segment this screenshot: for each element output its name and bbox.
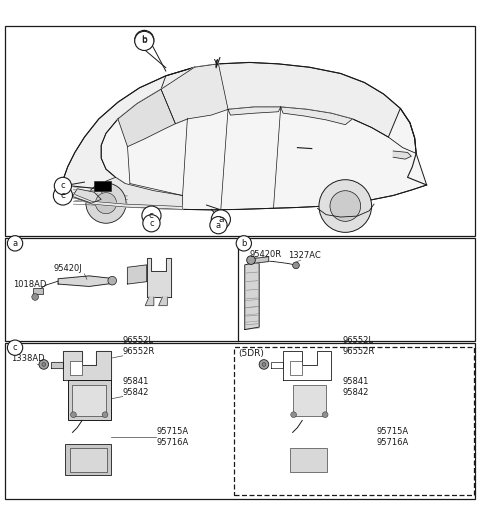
Text: a: a: [12, 239, 18, 248]
Polygon shape: [147, 258, 170, 297]
Polygon shape: [101, 177, 182, 209]
Text: b: b: [142, 36, 147, 45]
Circle shape: [211, 210, 230, 229]
Text: a: a: [216, 220, 221, 229]
Circle shape: [210, 216, 227, 234]
FancyBboxPatch shape: [70, 448, 107, 471]
Text: 1018AD: 1018AD: [12, 280, 46, 289]
Polygon shape: [283, 351, 331, 380]
Polygon shape: [118, 89, 175, 146]
Circle shape: [71, 412, 76, 417]
Circle shape: [293, 262, 300, 269]
Circle shape: [259, 360, 269, 369]
Text: 1338AD: 1338AD: [11, 354, 45, 363]
Text: 95841
95842: 95841 95842: [123, 377, 149, 396]
Polygon shape: [158, 297, 167, 306]
Circle shape: [319, 180, 372, 233]
Polygon shape: [92, 89, 427, 210]
Text: 96552L
96552R: 96552L 96552R: [343, 337, 375, 356]
Circle shape: [53, 186, 72, 205]
Polygon shape: [128, 265, 147, 284]
FancyBboxPatch shape: [288, 380, 331, 421]
Text: c: c: [149, 219, 154, 228]
Circle shape: [143, 215, 160, 232]
FancyBboxPatch shape: [286, 444, 331, 476]
Circle shape: [142, 206, 161, 225]
Polygon shape: [51, 362, 63, 368]
Text: a: a: [218, 215, 224, 224]
Circle shape: [7, 236, 23, 251]
Text: (5DR): (5DR): [238, 349, 264, 358]
FancyBboxPatch shape: [4, 343, 476, 499]
Polygon shape: [271, 362, 283, 368]
Circle shape: [7, 340, 23, 355]
Polygon shape: [72, 189, 101, 203]
Text: c: c: [149, 211, 154, 220]
Polygon shape: [393, 151, 411, 159]
Text: 95841
95842: 95841 95842: [343, 377, 369, 396]
Polygon shape: [252, 257, 269, 264]
Circle shape: [262, 363, 266, 366]
Text: c: c: [60, 182, 65, 191]
Text: c: c: [60, 191, 65, 200]
Polygon shape: [58, 276, 111, 287]
Circle shape: [42, 363, 46, 366]
FancyBboxPatch shape: [4, 238, 476, 341]
Polygon shape: [245, 262, 259, 330]
FancyBboxPatch shape: [68, 380, 111, 421]
Polygon shape: [281, 107, 352, 124]
FancyBboxPatch shape: [293, 384, 326, 416]
Polygon shape: [161, 64, 228, 124]
FancyBboxPatch shape: [290, 361, 302, 375]
Circle shape: [39, 360, 48, 369]
Polygon shape: [161, 62, 416, 153]
Text: 95420J: 95420J: [53, 264, 82, 273]
Text: 95715A
95716A: 95715A 95716A: [376, 427, 408, 447]
Text: 95420R: 95420R: [250, 250, 282, 259]
Polygon shape: [145, 297, 154, 306]
Circle shape: [247, 256, 255, 265]
FancyBboxPatch shape: [94, 181, 111, 191]
FancyBboxPatch shape: [72, 384, 106, 416]
Text: 95715A
95716A: 95715A 95716A: [156, 427, 189, 447]
Text: b: b: [241, 239, 247, 248]
Circle shape: [86, 183, 126, 223]
Circle shape: [291, 412, 297, 417]
Circle shape: [323, 412, 328, 417]
Polygon shape: [63, 351, 111, 380]
Circle shape: [96, 193, 117, 214]
FancyBboxPatch shape: [70, 361, 82, 375]
Polygon shape: [75, 195, 182, 209]
Text: b: b: [142, 36, 147, 45]
Polygon shape: [63, 67, 194, 203]
FancyBboxPatch shape: [290, 448, 327, 471]
Circle shape: [108, 276, 117, 285]
FancyBboxPatch shape: [65, 444, 111, 476]
Circle shape: [236, 236, 252, 251]
FancyBboxPatch shape: [4, 26, 476, 236]
Circle shape: [330, 191, 360, 222]
Polygon shape: [228, 107, 281, 115]
Circle shape: [102, 412, 108, 417]
Circle shape: [32, 293, 38, 300]
FancyBboxPatch shape: [33, 288, 43, 294]
FancyBboxPatch shape: [234, 346, 474, 495]
Circle shape: [135, 32, 154, 50]
Text: c: c: [13, 343, 17, 352]
Text: 96552L
96552R: 96552L 96552R: [123, 337, 155, 356]
Circle shape: [135, 30, 154, 49]
Circle shape: [54, 177, 72, 195]
Text: 1327AC: 1327AC: [288, 250, 321, 260]
